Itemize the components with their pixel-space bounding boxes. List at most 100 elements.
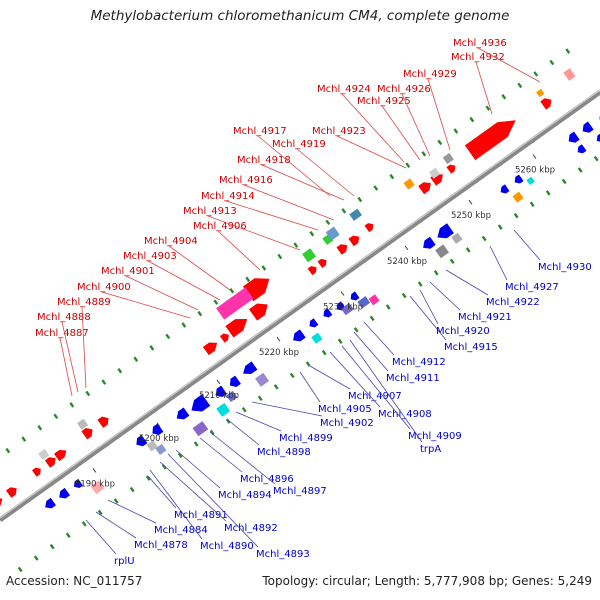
reverse-gene-arrow bbox=[309, 318, 319, 328]
gene-label-forward: Mchl_4913 bbox=[183, 206, 237, 217]
gene-label-forward: Mchl_4914 bbox=[201, 191, 255, 202]
gc-dot bbox=[241, 406, 247, 413]
gc-dot bbox=[197, 310, 203, 317]
gene-label-reverse: Mchl_4893 bbox=[256, 549, 310, 560]
gc-dot bbox=[49, 543, 55, 550]
gc-dot bbox=[369, 315, 375, 322]
gene-label-forward: Mchl_4904 bbox=[144, 236, 198, 247]
gc-dot bbox=[481, 235, 487, 242]
gene-label-forward: Mchl_4919 bbox=[272, 139, 326, 150]
green-gene bbox=[302, 248, 317, 263]
gc-dot bbox=[593, 155, 599, 162]
blue-gene bbox=[155, 443, 167, 455]
cyan-gene bbox=[311, 332, 323, 344]
gc-dot bbox=[561, 178, 567, 185]
kbp-tick bbox=[92, 468, 97, 473]
genome-summary: Topology: circular; Length: 5,777,908 bp… bbox=[262, 574, 592, 588]
gene-label-reverse: Mchl_4892 bbox=[224, 523, 278, 534]
gc-dot bbox=[165, 333, 171, 340]
forward-gene-arrow bbox=[364, 223, 374, 233]
gene-label-reverse: Mchl_4896 bbox=[240, 474, 294, 485]
gc-dot bbox=[33, 555, 39, 561]
gene-label-reverse: Mchl_4911 bbox=[386, 373, 440, 384]
gc-dot bbox=[177, 452, 183, 459]
gc-dot bbox=[225, 418, 231, 424]
gc-dot bbox=[469, 116, 475, 123]
light-gene bbox=[38, 448, 50, 460]
purple-gene bbox=[226, 390, 238, 402]
gc-dot bbox=[437, 139, 443, 146]
accession-text: Accession: NC_011757 bbox=[6, 574, 143, 588]
gray-gene bbox=[442, 152, 454, 165]
reverse-gene-arrow bbox=[500, 184, 510, 194]
reverse-gene-arrow bbox=[152, 423, 164, 435]
gc-dot bbox=[501, 94, 507, 100]
reverse-gene-arrow bbox=[176, 407, 190, 420]
reverse-gene-arrow bbox=[74, 478, 83, 488]
gc-dot bbox=[245, 276, 251, 283]
purple-gene bbox=[357, 296, 371, 309]
forward-gene-arrow bbox=[336, 244, 348, 255]
reverse-gene-arrow bbox=[136, 435, 148, 447]
gc-dot bbox=[293, 242, 299, 248]
gene-label-forward: Mchl_4888 bbox=[37, 312, 91, 323]
reverse-gene-arrow bbox=[215, 385, 227, 397]
forward-gene-arrow bbox=[32, 467, 41, 477]
gc-dot bbox=[149, 345, 155, 351]
magenta-gene bbox=[216, 287, 254, 320]
gc-dot bbox=[325, 219, 331, 226]
kbp-tick bbox=[276, 336, 281, 342]
reverse-gene-arrow bbox=[582, 121, 594, 133]
forward-gene-arrow bbox=[418, 182, 431, 195]
gene-label-reverse: trpA bbox=[420, 444, 441, 455]
forward-gene-arrow bbox=[220, 333, 229, 343]
kbp-label: 5230 kbp bbox=[323, 303, 363, 313]
gene-label-reverse: Mchl_4897 bbox=[273, 486, 327, 497]
forward-gene-arrow bbox=[249, 303, 268, 321]
gc-dot bbox=[213, 299, 219, 305]
gene-label-forward: Mchl_4916 bbox=[219, 175, 273, 186]
kbp-label: 5220 kbp bbox=[259, 348, 299, 358]
gc-dots bbox=[5, 48, 599, 573]
reverse-gene-arrow bbox=[437, 223, 454, 239]
gc-dot bbox=[161, 464, 167, 470]
gene-label-reverse: Mchl_4908 bbox=[378, 409, 432, 420]
gc-dot bbox=[513, 212, 519, 219]
reverse-gene-arrow bbox=[293, 329, 306, 342]
gc-dot bbox=[433, 270, 439, 276]
kbp-label: 5240 kbp bbox=[387, 257, 427, 267]
gc-dot bbox=[273, 384, 279, 390]
gray-gene bbox=[435, 244, 449, 259]
kbp-tick bbox=[468, 199, 473, 205]
gc-dot bbox=[85, 390, 91, 397]
gc-dot bbox=[81, 521, 87, 527]
gene-features bbox=[0, 68, 600, 509]
gc-dot bbox=[533, 71, 539, 77]
gc-dot bbox=[485, 105, 491, 111]
gene-label-reverse: Mchl_4930 bbox=[538, 262, 592, 273]
gene-labels: Mchl_4887 Mchl_4888 Mchl_4889 Mchl_4900 Mchl… bbox=[35, 38, 592, 567]
gene-label-forward: Mchl_4900 bbox=[77, 282, 131, 293]
forward-gene-arrow bbox=[317, 258, 327, 268]
gene-label-reverse: Mchl_4921 bbox=[458, 312, 512, 323]
reverse-gene-arrow bbox=[243, 361, 258, 374]
reverse-gene-arrow bbox=[45, 497, 56, 509]
gc-dot bbox=[305, 361, 311, 367]
gene-label-forward: Mchl_4932 bbox=[451, 52, 505, 63]
gene-label-forward: Mchl_4936 bbox=[453, 38, 507, 49]
gc-dot bbox=[113, 498, 119, 504]
kbp-label: 5190 kbp bbox=[75, 479, 115, 489]
kbp-label: 5200 kbp bbox=[139, 434, 179, 444]
magenta-gene bbox=[368, 294, 380, 306]
gc-dot bbox=[337, 338, 343, 344]
gc-dot bbox=[497, 224, 503, 230]
gc-dot bbox=[321, 349, 327, 356]
gc-dot bbox=[65, 532, 71, 538]
kbp-tick bbox=[532, 154, 537, 159]
gene-label-reverse: Mchl_4922 bbox=[486, 297, 540, 308]
gene-label-reverse: Mchl_4912 bbox=[392, 357, 446, 368]
reverse-gene-arrow bbox=[323, 308, 333, 318]
gc-dot bbox=[545, 190, 551, 196]
orange-gene bbox=[403, 178, 415, 190]
